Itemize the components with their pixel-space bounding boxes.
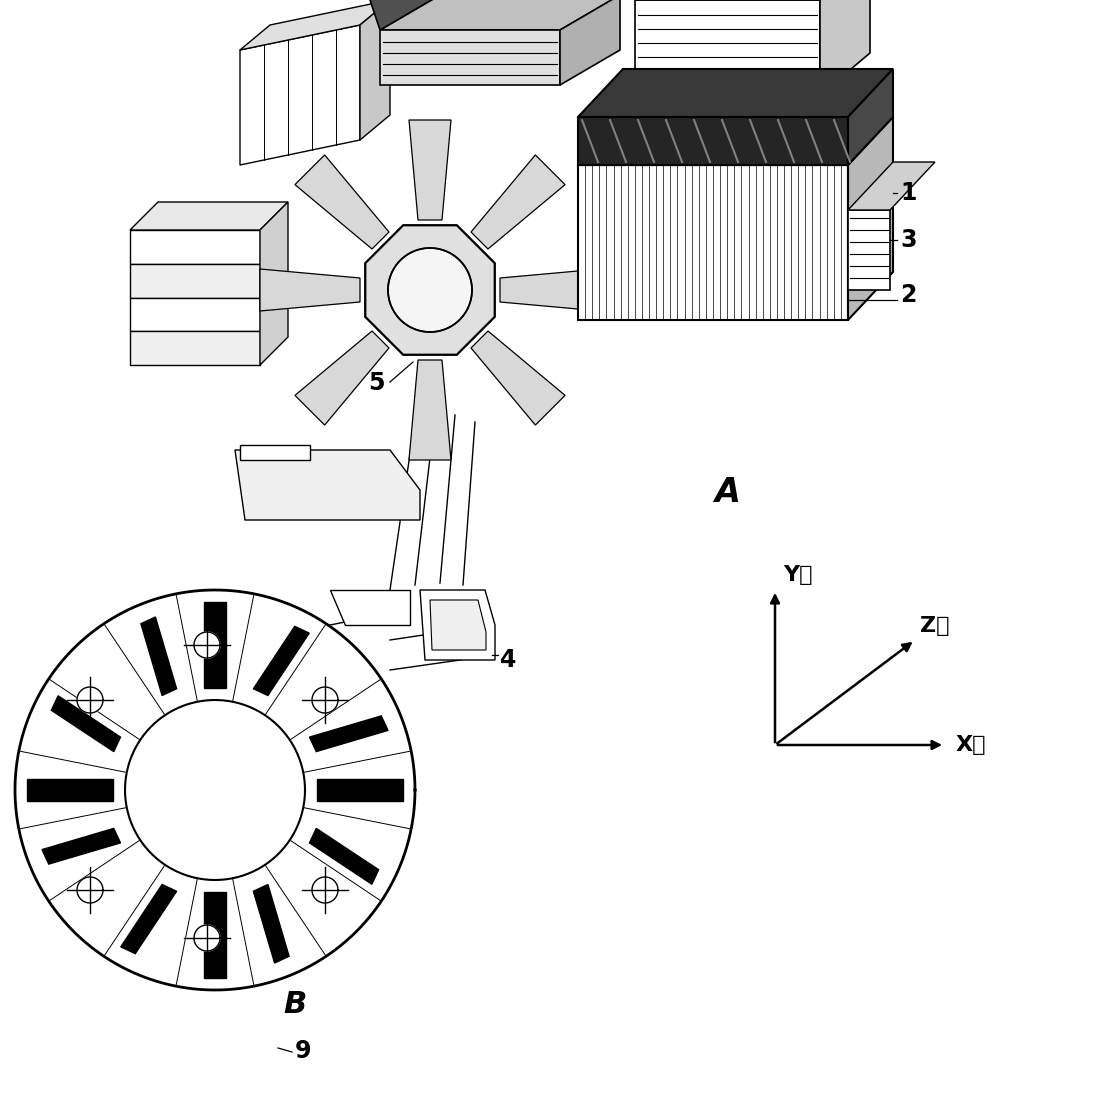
Polygon shape [240,445,310,460]
Polygon shape [121,884,176,953]
Polygon shape [240,0,390,50]
Polygon shape [578,165,848,320]
Polygon shape [52,696,121,752]
Polygon shape [15,590,415,990]
Polygon shape [365,225,494,354]
Text: Y轴: Y轴 [783,565,812,585]
Polygon shape [848,69,893,165]
Polygon shape [141,616,176,695]
Polygon shape [260,269,359,312]
Polygon shape [295,155,389,249]
Polygon shape [380,30,560,85]
Polygon shape [330,590,410,625]
Polygon shape [409,120,450,220]
Polygon shape [578,117,893,165]
Polygon shape [194,925,220,951]
Polygon shape [194,632,220,658]
Polygon shape [295,331,389,425]
Polygon shape [130,297,260,331]
Text: A: A [713,475,740,509]
Polygon shape [77,687,103,713]
Polygon shape [409,360,450,460]
Polygon shape [365,225,494,354]
Polygon shape [578,69,893,117]
Polygon shape [130,230,260,263]
Polygon shape [848,210,890,290]
Polygon shape [125,700,305,880]
Polygon shape [848,162,935,210]
Polygon shape [253,884,289,963]
Polygon shape [635,0,820,95]
Polygon shape [309,828,378,884]
Polygon shape [500,269,600,312]
Polygon shape [253,626,309,695]
Polygon shape [848,117,893,320]
Polygon shape [309,716,388,752]
Polygon shape [471,331,566,425]
Text: 1: 1 [900,181,916,205]
Polygon shape [388,248,472,332]
Polygon shape [240,25,359,165]
Text: 3: 3 [900,228,916,252]
Text: Z轴: Z轴 [920,616,949,636]
Polygon shape [235,450,420,520]
Polygon shape [380,0,620,30]
Polygon shape [312,687,338,713]
Polygon shape [42,828,121,865]
Polygon shape [204,602,226,687]
Polygon shape [578,117,848,165]
Polygon shape [130,263,260,297]
Polygon shape [260,202,288,365]
Polygon shape [130,331,260,365]
Polygon shape [359,0,390,140]
Polygon shape [820,0,870,95]
Text: 5: 5 [368,371,385,395]
Text: 9: 9 [295,1039,311,1063]
Text: B: B [283,990,306,1019]
Polygon shape [312,877,338,903]
Text: 4: 4 [500,648,516,672]
Polygon shape [560,0,620,85]
Polygon shape [430,600,486,650]
Polygon shape [420,590,495,660]
Polygon shape [130,202,288,230]
Polygon shape [204,892,226,978]
Text: X轴: X轴 [956,734,986,755]
Polygon shape [27,779,113,801]
Text: 2: 2 [900,283,916,307]
Polygon shape [317,779,403,801]
Polygon shape [77,877,103,903]
Polygon shape [471,155,566,249]
Polygon shape [635,95,848,117]
Polygon shape [370,0,439,30]
Polygon shape [388,248,472,332]
